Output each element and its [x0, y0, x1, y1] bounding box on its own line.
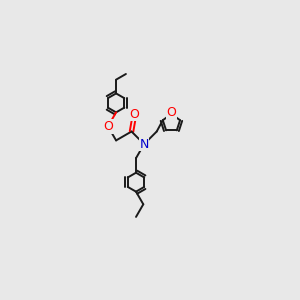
Text: N: N [140, 138, 149, 151]
Text: O: O [103, 120, 113, 133]
Text: O: O [129, 108, 139, 121]
Text: O: O [167, 106, 176, 119]
